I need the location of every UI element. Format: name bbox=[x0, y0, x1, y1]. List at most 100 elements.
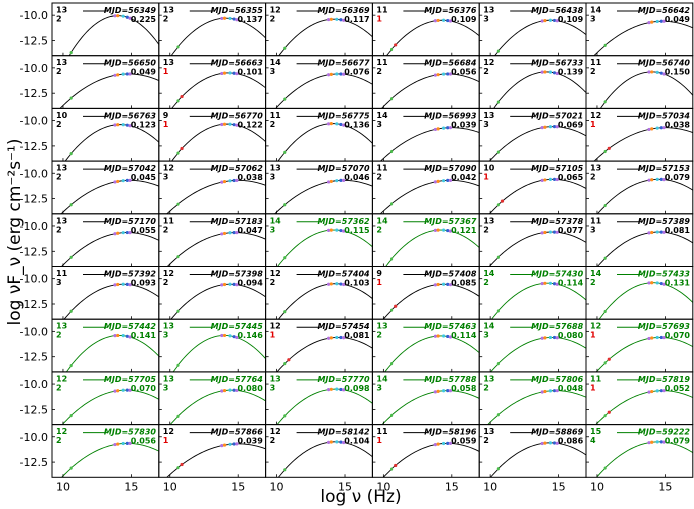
data-point bbox=[552, 389, 557, 393]
data-point bbox=[603, 361, 607, 365]
data-point bbox=[433, 127, 437, 132]
panel-mjd-label: MJD=57090 bbox=[424, 164, 477, 173]
data-point bbox=[235, 178, 239, 182]
data-point bbox=[125, 15, 129, 19]
panel-mjd-label: MJD=57398 bbox=[211, 270, 264, 279]
data-point bbox=[659, 440, 663, 444]
data-point bbox=[500, 199, 505, 203]
data-point bbox=[662, 440, 666, 444]
panel-count-top: 14 bbox=[270, 216, 282, 225]
panel-value-label: 0.139 bbox=[558, 68, 584, 77]
panel-count-bottom: 2 bbox=[590, 67, 596, 76]
data-point bbox=[326, 228, 331, 232]
panel-count-bottom: 2 bbox=[270, 120, 276, 129]
data-point bbox=[128, 16, 132, 20]
panel-mjd-label: MJD=57153 bbox=[638, 164, 691, 173]
panel-mjd-label: MJD=56438 bbox=[531, 6, 584, 15]
panel-count-top: 13 bbox=[163, 374, 174, 383]
y-tick-label: -10.0 bbox=[20, 167, 48, 180]
panel-mjd-label: MJD=57866 bbox=[211, 428, 264, 437]
data-point bbox=[650, 281, 654, 285]
data-point bbox=[326, 336, 331, 340]
panel-count-top: 12 bbox=[270, 6, 281, 15]
fit-curve bbox=[172, 334, 266, 372]
data-point bbox=[342, 440, 346, 445]
panel-value-label: 0.056 bbox=[451, 68, 477, 77]
data-point bbox=[339, 178, 343, 183]
y-tick-label: -10.0 bbox=[20, 431, 48, 444]
data-point bbox=[232, 123, 236, 127]
panel-mjd-label: MJD=57806 bbox=[531, 375, 584, 384]
panel-count-top: 13 bbox=[483, 374, 494, 383]
data-point bbox=[329, 336, 333, 340]
panel-mjd-label: MJD=57433 bbox=[638, 270, 691, 279]
data-point bbox=[442, 179, 446, 183]
data-point bbox=[335, 179, 339, 183]
data-point bbox=[342, 282, 346, 287]
fit-curve bbox=[380, 73, 480, 109]
panel-grid: 132MJD=563490.225132MJD=563550.137122MJD… bbox=[51, 2, 694, 478]
panel-count-top: 11 bbox=[376, 427, 388, 436]
data-point bbox=[555, 230, 559, 234]
panel-count-top: 13 bbox=[56, 216, 67, 225]
panel-count-bottom: 3 bbox=[376, 383, 382, 392]
fit-curve bbox=[63, 283, 159, 320]
fit-curve bbox=[595, 337, 693, 372]
data-point bbox=[389, 308, 394, 312]
data-point bbox=[128, 72, 132, 76]
data-point bbox=[448, 335, 453, 339]
panel-mjd-label: MJD=57378 bbox=[531, 217, 584, 226]
panel-count-top: 11 bbox=[376, 6, 388, 15]
data-point bbox=[446, 72, 450, 76]
data-point bbox=[283, 414, 287, 418]
panel-count-bottom: 3 bbox=[483, 15, 489, 24]
panel-count-bottom: 3 bbox=[376, 120, 382, 129]
data-point bbox=[552, 230, 557, 234]
data-point bbox=[389, 149, 394, 154]
data-point bbox=[552, 71, 557, 75]
panel-count-top: 12 bbox=[483, 58, 494, 67]
data-point bbox=[389, 202, 394, 206]
data-point bbox=[394, 304, 398, 308]
data-point bbox=[180, 94, 184, 99]
data-point bbox=[394, 43, 398, 47]
data-point bbox=[647, 178, 651, 182]
data-point bbox=[603, 203, 607, 208]
data-point bbox=[335, 17, 339, 21]
data-point bbox=[283, 362, 287, 366]
panel-count-top: 13 bbox=[483, 6, 494, 15]
data-point bbox=[176, 99, 180, 103]
data-point bbox=[228, 282, 232, 286]
data-point bbox=[555, 389, 559, 393]
fit-curve bbox=[275, 73, 373, 109]
panel-count-top: 13 bbox=[483, 216, 494, 225]
panel-count-bottom: 2 bbox=[483, 383, 489, 392]
data-point bbox=[540, 441, 544, 446]
panel-count-top: 12 bbox=[163, 427, 174, 436]
data-point bbox=[335, 335, 339, 340]
panel-value-label: 0.086 bbox=[558, 437, 584, 446]
data-point bbox=[442, 282, 446, 286]
panel-mjd-label: MJD=57454 bbox=[317, 322, 370, 331]
fit-curve bbox=[169, 389, 266, 425]
data-point bbox=[607, 357, 611, 361]
data-point bbox=[552, 441, 557, 445]
panel-value-label: 0.079 bbox=[665, 173, 691, 182]
data-point bbox=[442, 228, 446, 232]
data-point bbox=[603, 466, 607, 470]
y-axis-label: log νF_ν (erg cm⁻²s⁻¹) bbox=[5, 139, 25, 326]
x-tick-label: 15 bbox=[445, 480, 459, 493]
data-point bbox=[176, 309, 180, 313]
data-point bbox=[540, 126, 544, 130]
panel-mjd-label: MJD=57463 bbox=[424, 322, 477, 331]
panel-value-label: 0.146 bbox=[237, 331, 263, 340]
data-point bbox=[607, 146, 611, 150]
data-point bbox=[548, 389, 552, 393]
data-point bbox=[69, 413, 73, 418]
data-point bbox=[116, 333, 120, 338]
data-point bbox=[655, 70, 659, 74]
